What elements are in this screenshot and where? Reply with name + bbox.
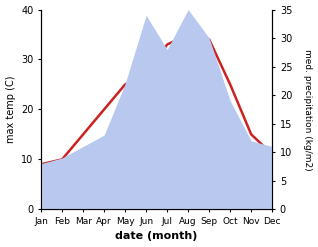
Y-axis label: med. precipitation (kg/m2): med. precipitation (kg/m2) [303, 49, 313, 170]
Y-axis label: max temp (C): max temp (C) [5, 76, 16, 143]
X-axis label: date (month): date (month) [115, 231, 198, 242]
